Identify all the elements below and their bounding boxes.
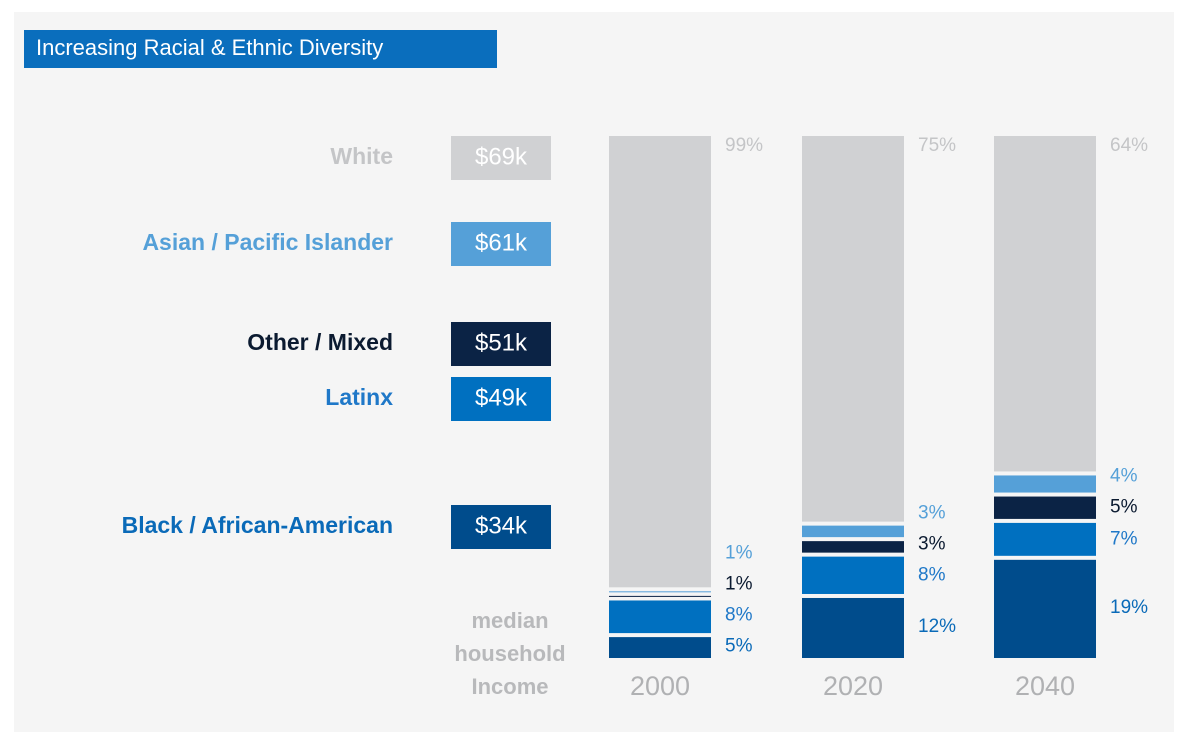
bar-segment bbox=[994, 522, 1096, 556]
income-label: $34k bbox=[475, 512, 528, 539]
bar-segment bbox=[994, 559, 1096, 658]
value-label: 64% bbox=[1110, 135, 1148, 156]
bar-segment bbox=[994, 136, 1096, 472]
income-label: $61k bbox=[475, 229, 528, 256]
title-box bbox=[24, 30, 497, 68]
income-label: $69k bbox=[475, 143, 528, 170]
income-box bbox=[451, 136, 551, 180]
value-label: 5% bbox=[725, 636, 753, 657]
x-tick-label: 2000 bbox=[630, 671, 690, 701]
bar-segment bbox=[994, 475, 1096, 493]
value-label: 8% bbox=[918, 564, 946, 585]
bar-segment bbox=[994, 496, 1096, 519]
x-tick-label: 2020 bbox=[823, 671, 883, 701]
bar-segment bbox=[802, 541, 904, 553]
income-box bbox=[451, 322, 551, 366]
value-label: 99% bbox=[725, 135, 763, 156]
legend-label: Latinx bbox=[325, 384, 393, 410]
bar-segment bbox=[609, 136, 711, 588]
income-axis-label: median household Income bbox=[454, 608, 565, 699]
bar-segment bbox=[609, 637, 711, 658]
income-box bbox=[451, 222, 551, 266]
legend-label: Other / Mixed bbox=[247, 329, 393, 355]
value-label: 7% bbox=[1110, 528, 1138, 549]
bar-segment bbox=[609, 600, 711, 634]
legend-label: White bbox=[330, 143, 393, 169]
legend-label: Black / African-American bbox=[122, 512, 393, 538]
bar-segment bbox=[609, 595, 711, 597]
value-label: 5% bbox=[1110, 497, 1138, 518]
legend-label: Asian / Pacific Islander bbox=[142, 229, 393, 255]
panel bbox=[14, 12, 1174, 732]
income-label: $51k bbox=[475, 329, 528, 356]
value-label: 12% bbox=[918, 616, 956, 637]
value-label: 4% bbox=[1110, 466, 1138, 487]
income-box bbox=[451, 377, 551, 421]
bar-segment bbox=[609, 591, 711, 593]
value-label: 8% bbox=[725, 605, 753, 626]
value-label: 1% bbox=[725, 543, 753, 564]
value-label: 1% bbox=[725, 574, 753, 595]
bar-segment bbox=[802, 525, 904, 538]
income-label: $49k bbox=[475, 384, 528, 411]
bar-segment bbox=[802, 556, 904, 594]
income-box bbox=[451, 505, 551, 549]
bar-segment bbox=[802, 597, 904, 658]
value-label: 75% bbox=[918, 135, 956, 156]
value-label: 3% bbox=[918, 533, 946, 554]
bar-segment bbox=[802, 136, 904, 522]
value-label: 3% bbox=[918, 502, 946, 523]
value-label: 19% bbox=[1110, 597, 1148, 618]
x-tick-label: 2040 bbox=[1015, 671, 1075, 701]
chart-title: Increasing Racial & Ethnic Diversity bbox=[36, 35, 383, 60]
